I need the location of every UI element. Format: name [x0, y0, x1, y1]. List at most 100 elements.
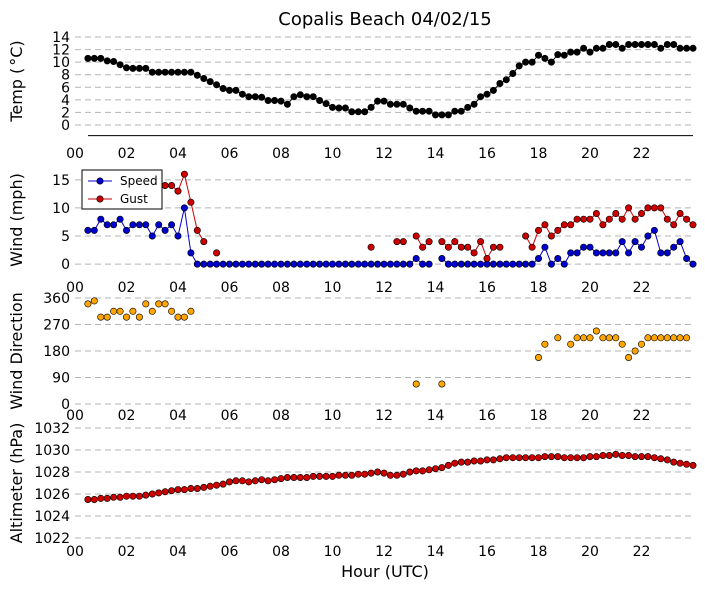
- x-tick-label: 18: [530, 408, 548, 424]
- data-point: [399, 260, 407, 268]
- y-tick-label: 0: [61, 257, 70, 273]
- data-point: [477, 260, 485, 268]
- data-point: [168, 487, 176, 495]
- data-point: [322, 100, 330, 108]
- y-axis-label: Temp (°C): [7, 40, 26, 122]
- data-point: [496, 243, 504, 251]
- data-point: [155, 221, 163, 229]
- data-point: [341, 260, 349, 268]
- data-point: [123, 226, 131, 234]
- data-point: [322, 472, 330, 480]
- x-tick-label: 22: [633, 146, 651, 162]
- data-point: [689, 461, 697, 469]
- data-point: [547, 260, 555, 268]
- data-point: [296, 473, 304, 481]
- x-tick-label: 12: [375, 544, 393, 560]
- x-tick-label: 06: [221, 408, 239, 424]
- data-point: [528, 243, 536, 251]
- data-point: [444, 260, 452, 268]
- data-point: [554, 51, 562, 59]
- x-tick-label: 00: [66, 146, 84, 162]
- data-point: [226, 478, 234, 486]
- data-point: [97, 494, 105, 502]
- data-point: [644, 232, 652, 240]
- data-point: [502, 76, 510, 84]
- data-point: [554, 453, 562, 461]
- data-point: [419, 260, 427, 268]
- data-point: [425, 260, 433, 268]
- data-point: [650, 40, 658, 48]
- data-point: [367, 260, 375, 268]
- y-tick-label: 4: [61, 93, 70, 109]
- data-point: [354, 470, 362, 478]
- series-line: [441, 229, 694, 265]
- x-tick-label: 10: [324, 280, 342, 296]
- x-tick-label: 14: [427, 280, 445, 296]
- data-point: [399, 470, 407, 478]
- data-point: [567, 221, 575, 229]
- data-point: [605, 334, 613, 342]
- data-point: [412, 255, 420, 263]
- x-tick-label: 12: [375, 146, 393, 162]
- data-point: [238, 477, 246, 485]
- data-point: [599, 334, 607, 342]
- data-point: [489, 86, 497, 94]
- data-point: [663, 40, 671, 48]
- data-point: [90, 54, 98, 62]
- data-point: [515, 454, 523, 462]
- data-point: [419, 243, 427, 251]
- data-point: [110, 307, 118, 315]
- data-point: [522, 58, 530, 66]
- x-tick-label: 04: [169, 408, 187, 424]
- data-point: [438, 255, 446, 263]
- x-tick-label: 22: [633, 408, 651, 424]
- data-point: [412, 380, 420, 388]
- data-point: [425, 466, 433, 474]
- x-tick-label: 02: [118, 146, 136, 162]
- data-point: [206, 260, 214, 268]
- data-point: [689, 44, 697, 52]
- x-tick-label: 20: [581, 146, 599, 162]
- data-point: [123, 313, 131, 321]
- data-point: [161, 226, 169, 234]
- data-point: [592, 453, 600, 461]
- data-point: [612, 334, 620, 342]
- x-tick-label: 22: [633, 544, 651, 560]
- data-point: [644, 40, 652, 48]
- data-point: [348, 108, 356, 116]
- data-point: [168, 68, 176, 76]
- data-point: [657, 249, 665, 257]
- data-point: [670, 40, 678, 48]
- data-point: [393, 260, 401, 268]
- data-point: [309, 93, 317, 101]
- data-point: [393, 238, 401, 246]
- x-axis-label: Hour (UTC): [341, 562, 429, 581]
- data-point: [431, 111, 439, 119]
- data-point: [676, 210, 684, 218]
- data-point: [341, 104, 349, 112]
- y-tick-label: 2: [61, 105, 70, 121]
- y-tick-label: 1030: [34, 443, 70, 459]
- x-tick-label: 18: [530, 544, 548, 560]
- y-tick-label: 1032: [34, 421, 70, 437]
- x-tick-label: 00: [66, 408, 84, 424]
- data-point: [676, 44, 684, 52]
- data-point: [200, 238, 208, 246]
- data-point: [180, 170, 188, 178]
- data-point: [406, 260, 414, 268]
- data-point: [547, 58, 555, 66]
- data-point: [193, 260, 201, 268]
- x-tick-label: 10: [324, 544, 342, 560]
- data-point: [97, 54, 105, 62]
- data-point: [155, 68, 163, 76]
- data-point: [599, 221, 607, 229]
- x-tick-label: 02: [118, 544, 136, 560]
- data-point: [174, 313, 182, 321]
- data-point: [560, 221, 568, 229]
- panel-3: 0 90 180 270 360 00 02 04 06 08 10 12 14 16 18 20 22 Wind…: [7, 291, 693, 424]
- data-point: [380, 97, 388, 105]
- y-tick-label: 1022: [34, 531, 70, 547]
- data-point: [599, 451, 607, 459]
- legend-label: Gust: [120, 192, 148, 206]
